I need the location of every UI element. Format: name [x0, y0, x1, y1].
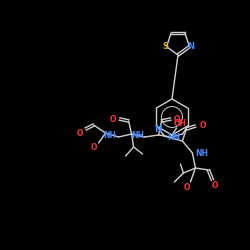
- Text: NH: NH: [131, 132, 144, 140]
- Text: O: O: [90, 144, 97, 152]
- Text: HN: HN: [167, 132, 180, 141]
- Text: N: N: [187, 42, 194, 51]
- Text: OH: OH: [174, 120, 187, 128]
- Text: O: O: [211, 180, 218, 190]
- Text: O: O: [109, 114, 116, 124]
- Text: N: N: [154, 126, 162, 134]
- Text: O: O: [173, 114, 180, 124]
- Text: S: S: [162, 42, 168, 51]
- Text: O: O: [76, 128, 83, 138]
- Text: NH: NH: [103, 132, 116, 140]
- Text: NH: NH: [195, 150, 208, 158]
- Text: O: O: [199, 122, 206, 130]
- Text: O: O: [183, 184, 190, 192]
